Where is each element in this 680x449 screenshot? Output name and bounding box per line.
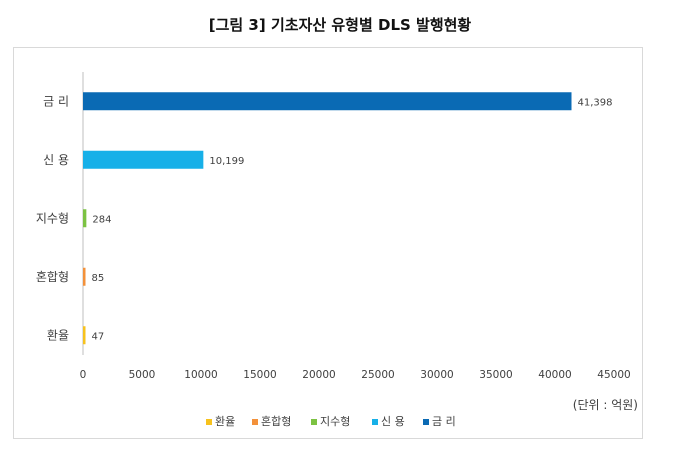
category-label: 신 용: [43, 153, 69, 167]
category-label: 혼합형: [36, 270, 69, 284]
x-tick-label: 20000: [302, 369, 335, 381]
legend-swatch: [372, 419, 378, 425]
x-tick-label: 35000: [479, 369, 512, 381]
unit-label: (단위 : 억원): [573, 398, 638, 412]
legend-label: 환율: [215, 415, 235, 428]
legend-swatch: [206, 419, 212, 425]
x-tick-label: 10000: [184, 369, 217, 381]
legend-label: 신 용: [381, 415, 405, 428]
chart-frame: [13, 47, 643, 439]
bar-1: [83, 92, 572, 111]
legend-label: 혼합형: [261, 415, 291, 428]
x-tick-label: 45000: [597, 369, 630, 381]
category-label: 지수형: [36, 211, 69, 225]
value-label: 41,398: [577, 97, 612, 108]
legend-swatch: [423, 419, 429, 425]
legend-label: 금 리: [432, 415, 456, 428]
x-tick-label: 5000: [129, 369, 156, 381]
bar-5: [83, 326, 86, 345]
x-tick-label: 25000: [361, 369, 394, 381]
x-tick-label: 0: [80, 369, 87, 381]
value-label: 85: [92, 273, 105, 284]
category-label: 환율: [47, 328, 69, 342]
category-label: 금 리: [43, 94, 69, 108]
chart-title: [그림 3] 기초자산 유형별 DLS 발행현황: [208, 16, 472, 34]
x-tick-label: 15000: [243, 369, 276, 381]
bar-3: [83, 209, 87, 228]
value-label: 10,199: [209, 156, 244, 167]
legend-swatch: [252, 419, 258, 425]
x-tick-label: 40000: [538, 369, 571, 381]
legend-label: 지수형: [320, 415, 350, 428]
value-label: 47: [92, 331, 105, 342]
bar-4: [83, 267, 86, 286]
legend-swatch: [311, 419, 317, 425]
value-label: 284: [92, 214, 111, 225]
bar-2: [83, 150, 204, 169]
x-tick-label: 30000: [420, 369, 453, 381]
